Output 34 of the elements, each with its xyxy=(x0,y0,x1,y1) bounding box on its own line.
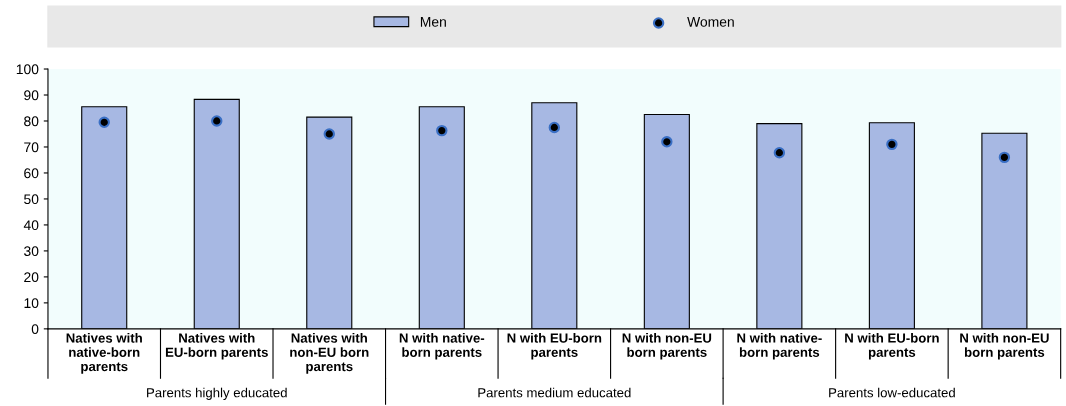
point xyxy=(886,138,898,151)
y-tick-label: 40 xyxy=(23,220,39,231)
text: Parents highly educated xyxy=(147,387,287,400)
y-tick-label: 50 xyxy=(24,194,39,205)
x-tick-label: Natives with EU-born parents xyxy=(165,333,268,360)
text: Parents low-educated xyxy=(829,387,955,398)
point xyxy=(98,116,110,128)
x-tick-label: N with non-EU born parents xyxy=(960,333,1049,360)
x-tick-label: N with non-EU born parents xyxy=(622,333,712,360)
y-tick-label: 20 xyxy=(24,272,39,283)
y-tick-label: 80 xyxy=(24,116,39,127)
y-tick-label: 90 xyxy=(24,90,39,101)
point xyxy=(661,136,673,148)
point xyxy=(773,146,786,159)
x-tick-label: Natives with non-EU born parents xyxy=(290,333,369,374)
y-tick-label: 70 xyxy=(24,142,39,153)
point xyxy=(211,115,223,127)
y-tick-label: 10 xyxy=(24,298,39,309)
point xyxy=(998,151,1011,164)
legend-label: Men xyxy=(420,17,446,27)
x-tick-label: N with EU-born parents xyxy=(507,333,602,360)
y-tick-label: 0 xyxy=(31,324,39,335)
legend-label: Women xyxy=(687,17,734,27)
y-tick-label: 100 xyxy=(16,64,39,75)
y-tick-label: 60 xyxy=(24,168,39,179)
x-tick-label: Natives with native-born parents xyxy=(66,333,142,374)
point xyxy=(436,124,448,137)
x-tick-label: N with native- born parents xyxy=(737,333,822,360)
point xyxy=(323,128,335,140)
point xyxy=(548,121,561,134)
text: Parents medium educated xyxy=(478,387,631,398)
x-tick-label: N with EU-born parents xyxy=(845,333,939,360)
y-tick-label: 30 xyxy=(24,246,39,257)
x-tick-label: N with native- born parents xyxy=(399,333,485,360)
